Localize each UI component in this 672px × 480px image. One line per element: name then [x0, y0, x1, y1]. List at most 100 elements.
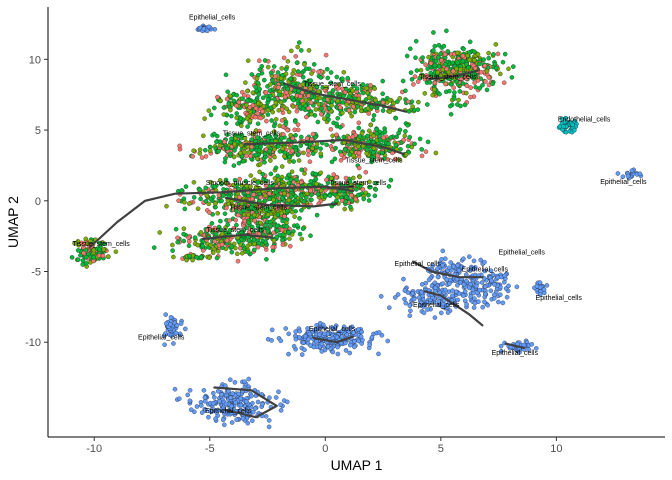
- cell-point: [283, 66, 289, 72]
- cell-point: [235, 212, 241, 218]
- cell-point: [181, 226, 187, 231]
- cell-point: [334, 83, 339, 89]
- cell-point: [244, 116, 250, 121]
- cell-point: [191, 180, 197, 185]
- cell-point: [334, 132, 339, 138]
- cell-point: [201, 388, 207, 393]
- cell-point: [529, 342, 535, 347]
- cell-cluster: [195, 23, 218, 34]
- cell-point: [185, 392, 190, 398]
- cell-point: [238, 116, 244, 121]
- cell-point: [288, 243, 293, 249]
- cell-point: [490, 81, 495, 87]
- cell-point: [245, 249, 251, 255]
- cell-point: [291, 97, 296, 103]
- cell-point: [343, 340, 348, 346]
- cell-point: [308, 188, 313, 194]
- cell-point: [183, 326, 188, 332]
- cell-point: [186, 235, 191, 240]
- cell-point: [371, 133, 376, 139]
- cell-point: [371, 113, 377, 118]
- cell-point: [213, 201, 218, 206]
- cell-point: [537, 280, 543, 285]
- cell-point: [233, 400, 238, 405]
- cell-point: [351, 153, 356, 159]
- cell-point: [278, 408, 284, 413]
- cell-point: [495, 275, 501, 280]
- cell-point: [304, 136, 310, 141]
- cell-point: [500, 59, 506, 65]
- cell-point: [171, 254, 176, 260]
- cell-point: [408, 70, 414, 75]
- cell-point: [444, 66, 449, 72]
- cell-point: [335, 116, 340, 121]
- cell-point: [455, 50, 460, 56]
- cell-point: [276, 144, 281, 149]
- cell-point: [201, 133, 206, 139]
- cell-point: [393, 156, 398, 162]
- cell-point: [297, 104, 303, 109]
- cell-point: [328, 80, 334, 85]
- cell-point: [323, 52, 329, 58]
- cell-point: [340, 76, 345, 81]
- cell-point: [294, 108, 300, 114]
- cell-point: [322, 194, 328, 199]
- cell-point: [310, 82, 316, 88]
- cell-point: [468, 294, 473, 299]
- cell-point: [425, 139, 431, 145]
- cell-point: [252, 241, 257, 247]
- cell-point: [458, 103, 463, 109]
- cell-point: [335, 98, 341, 104]
- cell-point: [273, 395, 279, 400]
- cell-point: [433, 150, 439, 156]
- cell-point: [243, 178, 248, 184]
- cell-point: [255, 399, 261, 405]
- cell-point: [239, 123, 244, 129]
- cell-point: [170, 242, 175, 248]
- cell-point: [467, 57, 472, 63]
- cell-point: [373, 97, 378, 103]
- cell-point: [563, 129, 569, 135]
- cell-point: [200, 243, 205, 249]
- cell-point: [419, 289, 424, 295]
- cell-point: [500, 300, 506, 306]
- cluster-label: Epithelial_cells: [462, 267, 509, 274]
- cell-point: [255, 135, 260, 140]
- cell-point: [219, 181, 224, 187]
- cell-point: [227, 218, 232, 223]
- cell-point: [450, 293, 455, 299]
- cell-point: [279, 164, 285, 169]
- cell-point: [498, 343, 504, 349]
- cell-point: [228, 395, 234, 401]
- cell-point: [448, 103, 453, 109]
- cell-point: [113, 249, 119, 254]
- cell-point: [278, 402, 283, 407]
- cell-point: [168, 322, 173, 327]
- cell-point: [354, 187, 359, 192]
- cell-point: [369, 156, 375, 162]
- cell-point: [343, 348, 349, 353]
- cell-point: [474, 283, 479, 289]
- cell-point: [272, 147, 277, 152]
- cell-point: [170, 248, 175, 253]
- cell-point: [299, 236, 305, 242]
- cell-point: [203, 198, 209, 204]
- cell-point: [318, 75, 324, 80]
- y-tick-label: 10: [29, 54, 41, 66]
- cell-point: [235, 258, 241, 264]
- cell-point: [480, 304, 485, 310]
- cell-point: [387, 305, 392, 310]
- cell-point: [473, 84, 478, 90]
- cell-point: [502, 51, 508, 57]
- cell-point: [288, 76, 293, 82]
- cell-point: [286, 331, 291, 337]
- cell-point: [369, 104, 374, 110]
- cell-point: [276, 85, 281, 90]
- cell-point: [355, 104, 360, 109]
- cell-point: [273, 133, 278, 138]
- cell-point: [456, 268, 462, 273]
- cell-point: [250, 418, 255, 423]
- cell-point: [357, 174, 362, 180]
- cell-cluster: [202, 88, 285, 135]
- cell-point: [356, 150, 362, 156]
